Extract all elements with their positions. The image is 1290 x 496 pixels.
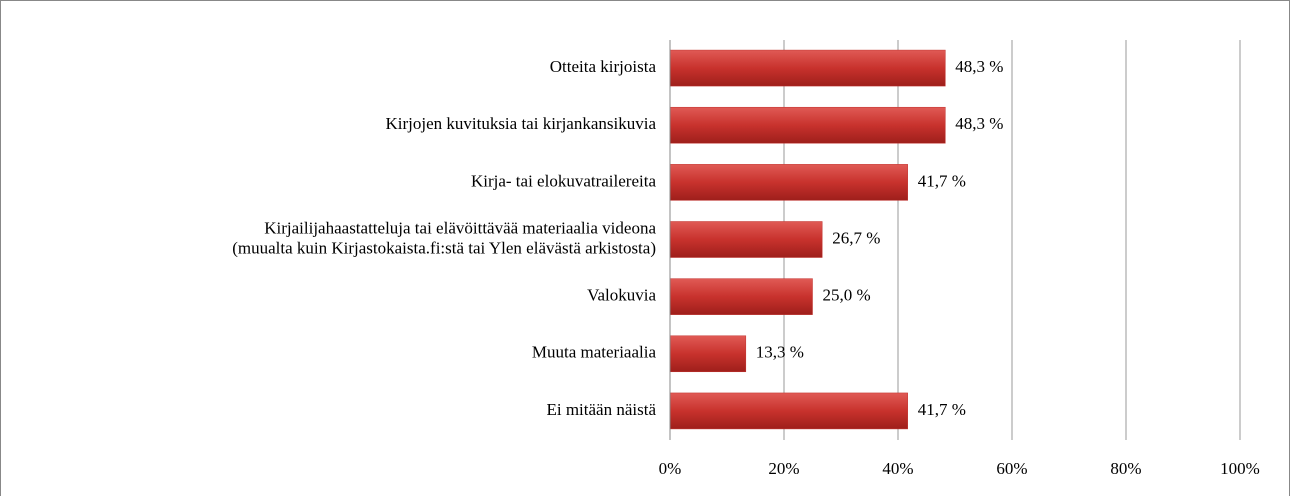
- x-tick-label: 60%: [996, 459, 1027, 478]
- bar: [669, 49, 946, 87]
- y-tick-label: Otteita kirjoista: [550, 57, 657, 76]
- y-tick-label: (muualta kuin Kirjastokaista.fi:stä tai …: [232, 238, 656, 257]
- y-tick-label: Ei mitään näistä: [546, 400, 656, 419]
- value-label: 41,7 %: [918, 400, 966, 419]
- value-label: 26,7 %: [832, 228, 880, 247]
- bar: [669, 221, 823, 258]
- bar: [669, 278, 813, 315]
- x-tick-label: 0%: [659, 459, 682, 478]
- value-label: 41,7 %: [918, 171, 966, 190]
- x-tick-label: 100%: [1220, 459, 1260, 478]
- y-tick-label: Muuta materiaalia: [532, 343, 657, 362]
- y-tick-label: Kirja- tai elokuvatrailereita: [471, 171, 656, 190]
- x-tick-label: 20%: [768, 459, 799, 478]
- bar: [669, 392, 908, 430]
- bar: [669, 164, 908, 201]
- value-label: 48,3 %: [955, 57, 1003, 76]
- value-label: 13,3 %: [756, 343, 804, 362]
- y-tick-label: Valokuvia: [587, 286, 656, 305]
- y-tick-label: Kirjailijahaastatteluja tai elävöittävää…: [264, 218, 656, 237]
- value-label: 48,3 %: [955, 114, 1003, 133]
- x-tick-label: 80%: [1110, 459, 1141, 478]
- y-tick-label: Kirjojen kuvituksia tai kirjankansikuvia: [385, 114, 656, 133]
- x-tick-label: 40%: [882, 459, 913, 478]
- bar: [669, 335, 747, 373]
- value-label: 25,0 %: [823, 286, 871, 305]
- bar: [669, 106, 946, 144]
